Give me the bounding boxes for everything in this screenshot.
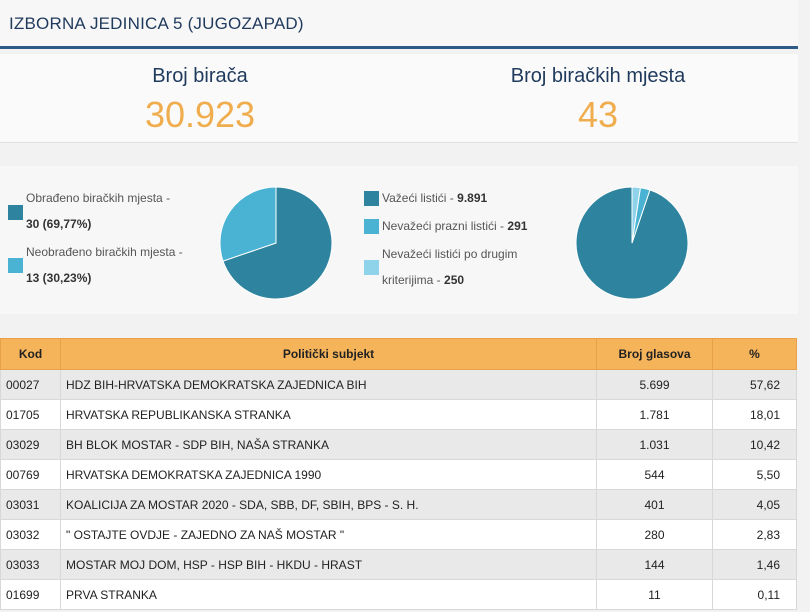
legend-processed-value: 30 (69,77%) bbox=[26, 217, 92, 231]
col-header-glasovi[interactable]: Broj glasova bbox=[596, 338, 713, 370]
cell-subjekt: PRVA STRANKA bbox=[60, 579, 597, 610]
legend-invalid-other-value: 250 bbox=[444, 273, 465, 287]
pie-slice[interactable] bbox=[222, 186, 333, 300]
cell-glasovi: 1.031 bbox=[596, 429, 713, 460]
table-row[interactable]: 03033 MOSTAR MOJ DOM, HSP - HSP BIH - HKD… bbox=[0, 549, 797, 580]
cell-subjekt: BH BLOK MOSTAR - SDP BIH, NAŠA STRANKA bbox=[60, 429, 597, 460]
stations-label: Broj biračkih mjesta bbox=[510, 65, 686, 87]
table-row[interactable]: 01699 PRVA STRANKA 11 0,11 bbox=[0, 579, 797, 610]
pie-panel: Obrađeno biračkih mjesta - 30 (69,77%) N… bbox=[0, 166, 798, 314]
legend-invalid-blank-value: 291 bbox=[507, 219, 528, 233]
cell-subjekt: KOALICIJA ZA MOSTAR 2020 - SDA, SBB, DF,… bbox=[60, 489, 597, 520]
cell-kod: 03032 bbox=[0, 519, 61, 550]
stations-stat: Broj biračkih mjesta 43 bbox=[398, 54, 798, 136]
pie-slice[interactable] bbox=[219, 186, 277, 262]
legend-invalid-other-swatch bbox=[364, 260, 379, 275]
cell-pct: 0,11 bbox=[712, 579, 797, 610]
page-title: IZBORNA JEDINICA 5 (JUGOZAPAD) bbox=[9, 14, 304, 33]
col-header-pct[interactable]: % bbox=[712, 338, 797, 370]
legend-valid[interactable]: Važeći listići - 9.891 bbox=[364, 185, 564, 211]
cell-pct: 2,83 bbox=[712, 519, 797, 550]
results-header-row: Kod Politički subjekt Broj glasova % bbox=[0, 338, 797, 370]
legend-invalid-blank[interactable]: Nevažeći prazni listići - 291 bbox=[364, 213, 564, 239]
cell-subjekt: MOSTAR MOJ DOM, HSP - HSP BIH - HKDU - H… bbox=[60, 549, 597, 580]
table-row[interactable]: 03031 KOALICIJA ZA MOSTAR 2020 - SDA, SBB… bbox=[0, 489, 797, 520]
legend-unprocessed-swatch bbox=[8, 258, 23, 273]
cell-pct: 4,05 bbox=[712, 489, 797, 520]
cell-glasovi: 5.699 bbox=[596, 369, 713, 400]
cell-pct: 18,01 bbox=[712, 399, 797, 430]
voters-label: Broj birača bbox=[152, 65, 248, 87]
table-row[interactable]: 03029 BH BLOK MOSTAR - SDP BIH, NAŠA STRA… bbox=[0, 429, 797, 460]
col-header-kod[interactable]: Kod bbox=[0, 338, 61, 370]
cell-kod: 01705 bbox=[0, 399, 61, 430]
cell-glasovi: 401 bbox=[596, 489, 713, 520]
legend-valid-label: Važeći listići - bbox=[382, 191, 454, 205]
legend-invalid-other[interactable]: Nevažeći listići po drugim kriterijima -… bbox=[364, 241, 564, 293]
legend-invalid-blank-label: Nevažeći prazni listići - bbox=[382, 219, 505, 233]
cell-pct: 1,46 bbox=[712, 549, 797, 580]
stations-pie-chart[interactable] bbox=[218, 185, 334, 301]
cell-kod: 03029 bbox=[0, 429, 61, 460]
cell-kod: 00769 bbox=[0, 459, 61, 490]
legend-unprocessed-label: Neobrađeno biračkih mjesta - bbox=[26, 245, 183, 259]
cell-kod: 03033 bbox=[0, 549, 61, 580]
table-row[interactable]: 03032 " OSTAJTE OVDJE - ZAJEDNO ZA NAŠ MO… bbox=[0, 519, 797, 550]
legend-invalid-other-label1: Nevažeći listići po drugim bbox=[382, 247, 518, 261]
pie-slice[interactable] bbox=[631, 186, 641, 244]
legend-processed[interactable]: Obrađeno biračkih mjesta - 30 (69,77%) bbox=[8, 185, 208, 237]
legend-processed-label: Obrađeno biračkih mjesta - bbox=[26, 191, 171, 205]
cell-glasovi: 544 bbox=[596, 459, 713, 490]
page-header: IZBORNA JEDINICA 5 (JUGOZAPAD) bbox=[0, 0, 798, 49]
legend-unprocessed-value: 13 (30,23%) bbox=[26, 271, 92, 285]
cell-subjekt: HRVATSKA DEMOKRATSKA ZAJEDNICA 1990 bbox=[60, 459, 597, 490]
table-row[interactable]: 00027 HDZ BIH-HRVATSKA DEMOKRATSKA ZAJEDN… bbox=[0, 369, 797, 400]
legend-processed-swatch bbox=[8, 205, 23, 220]
legend-valid-value: 9.891 bbox=[457, 191, 488, 205]
cell-glasovi: 11 bbox=[596, 579, 713, 610]
voters-stat: Broj birača 30.923 bbox=[0, 54, 400, 136]
cell-glasovi: 280 bbox=[596, 519, 713, 550]
results-table: Kod Politički subjekt Broj glasova % 000… bbox=[0, 338, 797, 610]
legend-invalid-blank-swatch bbox=[364, 219, 379, 234]
stations-value: 43 bbox=[577, 94, 619, 135]
cell-subjekt: HRVATSKA REPUBLIKANSKA STRANKA bbox=[60, 399, 597, 430]
voters-value: 30.923 bbox=[144, 94, 256, 135]
table-row[interactable]: 00769 HRVATSKA DEMOKRATSKA ZAJEDNICA 1990… bbox=[0, 459, 797, 490]
stats-panel: Broj birača 30.923 Broj biračkih mjesta … bbox=[0, 54, 798, 143]
legend-unprocessed[interactable]: Neobrađeno biračkih mjesta - 13 (30,23%) bbox=[8, 239, 208, 291]
cell-subjekt: " OSTAJTE OVDJE - ZAJEDNO ZA NAŠ MOSTAR … bbox=[60, 519, 597, 550]
cell-glasovi: 1.781 bbox=[596, 399, 713, 430]
cell-pct: 57,62 bbox=[712, 369, 797, 400]
cell-subjekt: HDZ BIH-HRVATSKA DEMOKRATSKA ZAJEDNICA B… bbox=[60, 369, 597, 400]
legend-valid-swatch bbox=[364, 191, 379, 206]
table-row[interactable]: 01705 HRVATSKA REPUBLIKANSKA STRANKA 1.781… bbox=[0, 399, 797, 430]
cell-pct: 5,50 bbox=[712, 459, 797, 490]
col-header-subjekt[interactable]: Politički subjekt bbox=[60, 338, 597, 370]
cell-kod: 00027 bbox=[0, 369, 61, 400]
cell-pct: 10,42 bbox=[712, 429, 797, 460]
cell-kod: 03031 bbox=[0, 489, 61, 520]
cell-glasovi: 144 bbox=[596, 549, 713, 580]
legend-invalid-other-label2: kriterijima - bbox=[382, 273, 441, 287]
cell-kod: 01699 bbox=[0, 579, 61, 610]
ballots-pie-chart[interactable] bbox=[574, 185, 690, 301]
